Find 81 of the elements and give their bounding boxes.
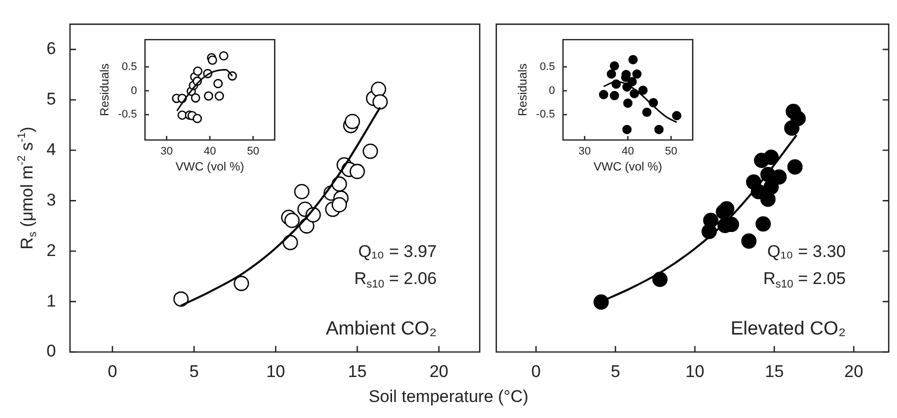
y-axis-title: Residuals bbox=[97, 63, 112, 116]
y-tick-label: 0.5 bbox=[122, 60, 137, 73]
point bbox=[672, 110, 682, 120]
x-tick-label: 10 bbox=[685, 362, 704, 381]
x-tick-label: 20 bbox=[844, 362, 864, 381]
y-tick-label: -0.5 bbox=[536, 108, 555, 121]
point bbox=[628, 55, 638, 64]
point bbox=[642, 108, 652, 117]
y-tick-label: 3 bbox=[46, 190, 56, 210]
point bbox=[763, 179, 779, 195]
y-tick-label: 6 bbox=[46, 39, 56, 58]
point bbox=[760, 192, 776, 207]
point bbox=[598, 90, 608, 100]
point bbox=[790, 110, 806, 126]
x-tick-label: 15 bbox=[348, 362, 367, 381]
y-tick-label: 0 bbox=[130, 84, 137, 97]
point bbox=[192, 114, 202, 124]
x-tick-label: 5 bbox=[610, 362, 620, 381]
point bbox=[294, 184, 310, 200]
x-tick-label: 0 bbox=[108, 362, 118, 381]
point bbox=[362, 144, 378, 159]
x-tick-label: 10 bbox=[266, 362, 286, 381]
point bbox=[594, 294, 609, 310]
annotation: Elevated CO₂ bbox=[730, 318, 846, 340]
x-axis-title: VWC (vol %) bbox=[176, 159, 244, 174]
y-tick-label: 4 bbox=[46, 140, 56, 159]
point bbox=[193, 66, 202, 76]
point bbox=[284, 212, 300, 228]
point bbox=[771, 169, 787, 185]
x-tick-label: 5 bbox=[189, 362, 199, 381]
y-tick-label: 0 bbox=[548, 84, 555, 97]
annotation: Q₁₀ = 3.30 bbox=[767, 242, 846, 261]
y-tick-label: 0 bbox=[46, 342, 56, 361]
point bbox=[344, 114, 360, 130]
y-tick-label: 5 bbox=[46, 90, 56, 109]
point bbox=[350, 164, 365, 180]
point bbox=[622, 124, 632, 134]
y-axis-title: Residuals bbox=[515, 63, 530, 116]
point bbox=[234, 276, 250, 292]
x-tick-label: 50 bbox=[246, 146, 260, 158]
point bbox=[219, 51, 228, 61]
y-tick-label: -0.5 bbox=[118, 108, 137, 121]
x-tick-label: 40 bbox=[622, 146, 634, 158]
point bbox=[214, 91, 224, 101]
point bbox=[719, 201, 734, 216]
point bbox=[610, 90, 620, 100]
x-tick-label: 20 bbox=[429, 362, 448, 381]
x-axis-title: VWC (vol %) bbox=[594, 159, 662, 174]
point bbox=[638, 86, 648, 95]
point bbox=[623, 98, 632, 108]
x-tick-label: 15 bbox=[764, 362, 784, 381]
point bbox=[606, 69, 616, 79]
x-tick-label: 40 bbox=[204, 146, 216, 158]
x-axis-title: Soil temperature (°C) bbox=[368, 387, 530, 407]
point bbox=[190, 93, 200, 103]
point bbox=[173, 291, 189, 307]
point bbox=[610, 61, 620, 71]
annotation: Ambient CO₂ bbox=[326, 318, 437, 340]
point bbox=[654, 124, 664, 134]
y-tick-label: 1 bbox=[46, 291, 56, 310]
point bbox=[763, 150, 779, 165]
point bbox=[204, 91, 214, 101]
point bbox=[756, 216, 771, 232]
y-tick-label: 0.5 bbox=[540, 60, 555, 73]
point bbox=[372, 94, 388, 110]
y-tick-label: 2 bbox=[46, 240, 56, 260]
x-tick-label: 50 bbox=[664, 146, 678, 158]
point bbox=[787, 159, 803, 175]
x-tick-label: 30 bbox=[578, 146, 591, 158]
point bbox=[332, 197, 347, 212]
point bbox=[370, 82, 386, 97]
point bbox=[652, 272, 668, 288]
point bbox=[741, 233, 757, 249]
y-axis-title: Rs (μmol m-2 s-1) bbox=[16, 126, 40, 250]
point bbox=[282, 234, 298, 250]
point bbox=[213, 78, 223, 88]
annotation: Q₁₀ = 3.97 bbox=[358, 242, 437, 261]
point bbox=[628, 77, 637, 86]
x-tick-label: 30 bbox=[160, 146, 173, 158]
point bbox=[632, 69, 642, 79]
point bbox=[208, 56, 218, 65]
